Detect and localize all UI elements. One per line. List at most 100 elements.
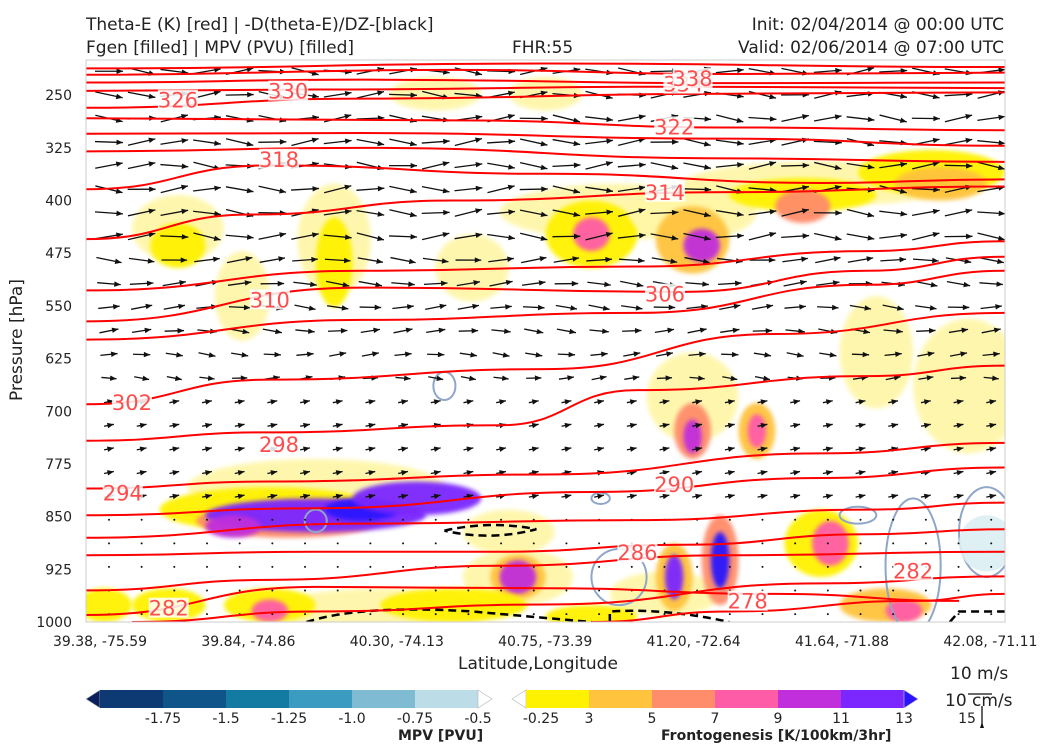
wind-vector-head <box>368 422 376 429</box>
wind-vector-dot <box>924 613 927 616</box>
wind-vector-dot <box>206 565 209 568</box>
wind-vector-head <box>703 235 711 241</box>
wind-vector-dot <box>173 565 176 568</box>
wind-vector-head <box>433 470 441 476</box>
wind-vector-head <box>508 209 516 215</box>
wind-vector-head <box>997 164 1005 171</box>
wind-vector-head <box>867 164 875 170</box>
wind-vector-head <box>736 140 744 146</box>
wind-vector-head <box>597 493 605 500</box>
wind-vector-head <box>499 446 506 452</box>
wind-vector-head <box>932 257 939 264</box>
wind-vector-head <box>833 256 841 262</box>
theta-e-contour <box>86 164 1005 191</box>
wind-vector-head <box>956 470 964 476</box>
wind-vector-head <box>240 375 248 381</box>
wind-vector-head <box>278 256 286 262</box>
wind-vector-dot <box>336 542 339 545</box>
wind-vector-head <box>923 422 931 429</box>
wind-vector-head <box>499 399 506 405</box>
wind-vector-head <box>534 375 542 381</box>
wind-vector-head <box>736 117 744 123</box>
wind-vector-dot <box>892 589 895 592</box>
frontogenesis-fill <box>683 228 721 263</box>
wind-vector-head <box>181 234 189 240</box>
wind-vector-head <box>998 114 1005 121</box>
wind-vector-head <box>311 232 319 238</box>
wind-vector-head <box>606 187 613 194</box>
wind-vector-head <box>208 352 216 358</box>
wind-vector-head <box>335 422 343 429</box>
wind-vector-head <box>605 161 613 167</box>
wind-vector-head <box>342 282 350 288</box>
y-tick-label: 1000 <box>36 615 72 631</box>
valid-time: Valid: 02/06/2014 @ 07:00 UTC <box>738 38 1004 58</box>
wind-vector-head <box>989 446 997 452</box>
wind-vector-head <box>372 351 379 357</box>
wind-vector-head <box>205 399 212 405</box>
frontogenesis-fill <box>913 318 1005 454</box>
theta-e-label: 326 <box>158 89 198 113</box>
wind-vector-head <box>695 446 703 452</box>
wind-vector-head <box>896 305 904 311</box>
wind-vector-head <box>246 234 254 240</box>
wind-vector-head <box>769 116 777 122</box>
mpv-colorbar-segment <box>352 690 415 708</box>
frontogenesis-fill <box>839 296 914 409</box>
wind-vector-head <box>374 304 382 311</box>
y-tick-label: 550 <box>45 299 72 315</box>
wind-vector-head <box>966 163 973 169</box>
wind-vector-head <box>335 399 343 405</box>
theta-e-label: 322 <box>654 115 694 139</box>
vector-key-label-wind: 10 m/s <box>950 664 1009 684</box>
wind-vector-head <box>564 399 572 405</box>
wind-vector-head <box>629 399 637 405</box>
wind-vector-head <box>569 328 576 335</box>
wind-vector-dot <box>794 518 797 521</box>
wind-vector-head <box>764 352 772 358</box>
wind-vector-head <box>867 66 875 73</box>
wind-vector-head <box>475 185 483 192</box>
theta-e-contour <box>86 185 1005 241</box>
wind-vector-head <box>662 422 670 429</box>
wind-vector-head <box>311 256 318 263</box>
wind-vector-dot <box>761 518 764 521</box>
wind-vector-head <box>965 114 973 120</box>
wind-vector-head <box>246 141 254 147</box>
wind-vector-head <box>475 114 483 121</box>
frontogenesis-fill <box>573 217 610 252</box>
wind-vector-head <box>896 328 903 334</box>
theta-e-label: 286 <box>617 541 657 565</box>
wind-vector-head <box>109 375 117 381</box>
wind-vector-head <box>671 235 679 241</box>
wind-vector-dot <box>271 542 274 545</box>
wind-vector-head <box>801 256 808 262</box>
wind-vector-head <box>205 422 212 429</box>
theta-e-label-bg <box>654 116 695 137</box>
theta-e-label: 290 <box>654 473 694 497</box>
wind-vector-head <box>172 399 180 405</box>
wind-vector-head <box>531 422 539 429</box>
wind-vector-head <box>605 231 613 238</box>
title-line-2: Fgen [filled] | MPV (PVU) [filled] <box>86 38 355 58</box>
wind-vector-head <box>597 422 605 429</box>
wind-vector-dot <box>238 518 241 521</box>
theta-e-label: 306 <box>645 283 685 307</box>
wind-vector-head <box>237 493 245 500</box>
wind-vector-dot <box>369 542 372 545</box>
wind-vector-head <box>956 422 964 429</box>
wind-vector-head <box>116 210 123 217</box>
wind-vector-head <box>899 117 907 123</box>
wind-vector-dot <box>565 589 568 592</box>
wind-vector-dot <box>761 542 764 545</box>
wind-vector-dot <box>859 613 862 616</box>
wind-vector-head <box>867 212 875 218</box>
wind-vector-head <box>834 114 842 120</box>
mpv-contour <box>432 370 457 402</box>
wind-vector-head <box>996 281 1003 287</box>
theta-e-contour <box>86 255 1005 323</box>
wind-vector-head <box>727 470 735 476</box>
wind-vector-head <box>760 399 768 405</box>
wind-vector-head <box>963 281 971 288</box>
frontogenesis-fill <box>775 189 831 223</box>
